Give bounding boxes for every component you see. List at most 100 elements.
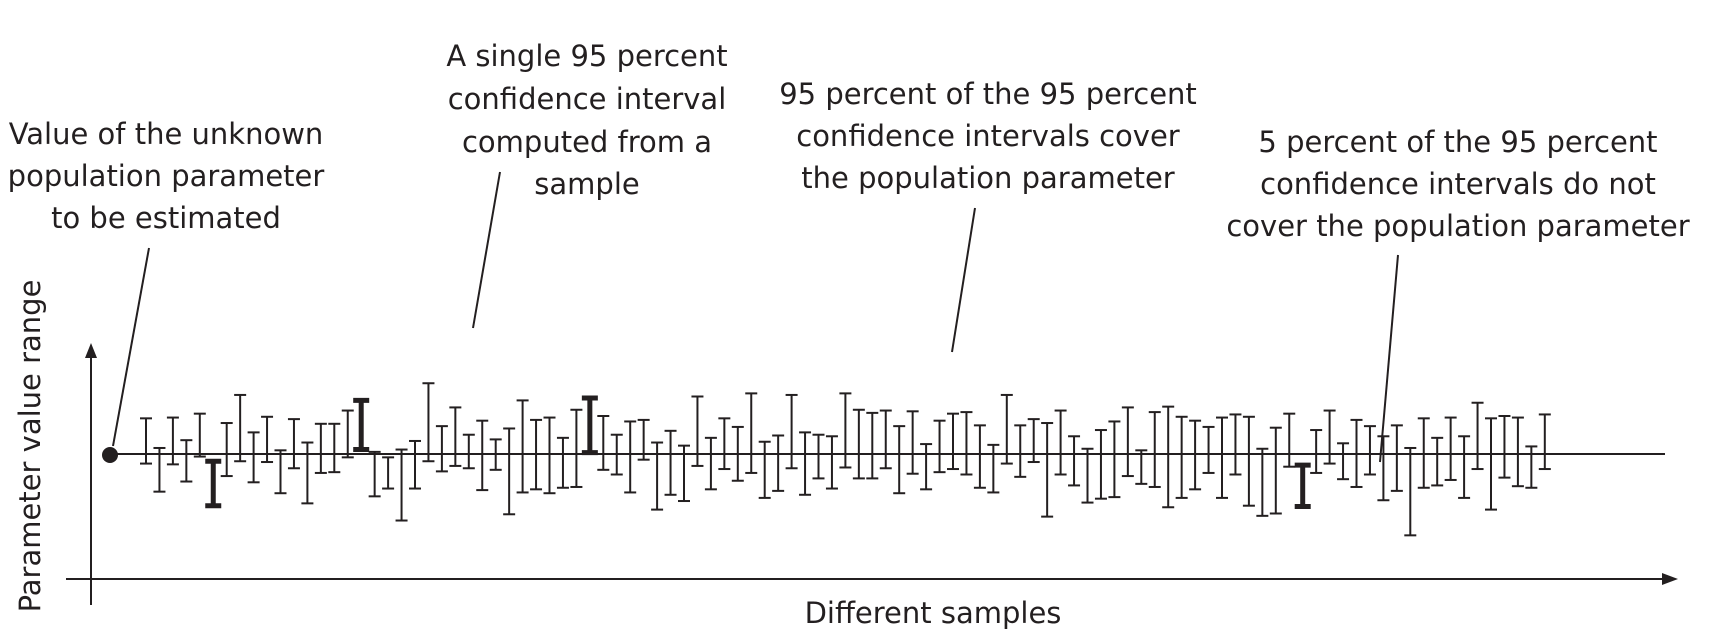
interval — [1363, 425, 1376, 476]
interval — [947, 412, 959, 471]
interval — [758, 440, 771, 499]
interval — [852, 408, 865, 480]
interval — [920, 443, 933, 491]
interval — [409, 439, 421, 490]
interval — [261, 415, 274, 464]
annotation-cover: 95 percent of the 95 percent confidence … — [779, 77, 1197, 195]
interval — [610, 433, 623, 476]
annotation-cover-line-3: the population parameter — [801, 161, 1175, 195]
interval — [1511, 416, 1524, 488]
interval — [1390, 424, 1403, 492]
interval — [1081, 447, 1094, 504]
interval — [1000, 393, 1013, 465]
interval — [1444, 416, 1457, 481]
axes — [66, 343, 1678, 605]
pointer-lines — [112, 171, 1399, 463]
y-axis-arrowhead — [85, 343, 97, 358]
interval — [1538, 413, 1551, 471]
interval — [220, 422, 233, 478]
interval — [825, 435, 838, 490]
interval-miss — [353, 397, 370, 453]
interval — [785, 393, 798, 470]
interval — [1417, 417, 1430, 489]
annotation-parameter-line-1: Value of the unknown — [9, 117, 324, 151]
interval — [274, 449, 287, 495]
interval — [570, 408, 583, 488]
annotation-not-cover-line-1: 5 percent of the 95 percent — [1258, 125, 1657, 159]
interval — [234, 393, 247, 463]
interval — [1323, 409, 1336, 465]
interval — [328, 422, 341, 474]
annotation-single-interval-line-3: computed from a — [462, 125, 712, 159]
y-axis-label: Parameter value range — [13, 280, 47, 613]
interval — [516, 399, 529, 494]
interval — [1175, 415, 1188, 499]
annotation-parameter: Value of the unknown population paramete… — [8, 117, 325, 235]
interval — [166, 416, 179, 466]
interval — [1148, 411, 1161, 488]
interval — [1108, 420, 1121, 499]
interval — [1014, 424, 1027, 478]
pointer-single-interval — [472, 171, 501, 329]
interval — [1525, 445, 1538, 489]
interval — [745, 392, 758, 474]
interval — [287, 418, 300, 470]
interval — [651, 441, 664, 511]
interval — [247, 431, 260, 484]
interval-series — [140, 382, 1551, 537]
annotation-not-cover: 5 percent of the 95 percent confidence i… — [1226, 125, 1689, 243]
interval — [489, 438, 502, 471]
x-axis-arrowhead — [1662, 573, 1678, 585]
interval — [960, 411, 973, 476]
interval — [1310, 429, 1323, 474]
interval — [140, 417, 152, 465]
interval — [812, 433, 825, 480]
interval — [503, 427, 516, 516]
interval — [866, 411, 879, 480]
interval — [1121, 406, 1134, 478]
annotation-cover-line-2: confidence intervals cover — [796, 119, 1180, 153]
annotation-cover-line-1: 95 percent of the 95 percent — [779, 77, 1197, 111]
pointer-not-cover — [1379, 254, 1399, 463]
annotation-single-interval: A single 95 percent confidence interval … — [446, 39, 727, 201]
interval — [1054, 409, 1067, 476]
interval — [1094, 429, 1107, 500]
interval — [678, 444, 690, 503]
interval — [906, 410, 919, 475]
interval — [973, 424, 986, 489]
interval — [341, 409, 354, 459]
interval — [704, 436, 717, 491]
interval — [1350, 418, 1363, 488]
interval — [1229, 413, 1242, 476]
pointer-cover — [951, 207, 976, 353]
interval — [1431, 436, 1444, 487]
interval — [435, 425, 448, 473]
interval — [180, 439, 193, 483]
interval — [1269, 426, 1282, 515]
interval — [1027, 418, 1040, 464]
interval — [1471, 401, 1484, 471]
interval — [933, 419, 946, 474]
interval — [556, 436, 569, 489]
interval — [893, 425, 906, 495]
interval — [1498, 415, 1511, 479]
interval — [1202, 425, 1215, 474]
interval — [1377, 435, 1390, 502]
interval — [1162, 405, 1175, 509]
interval — [543, 416, 556, 495]
interval — [193, 412, 206, 458]
interval — [1041, 422, 1054, 518]
annotation-parameter-line-2: population parameter — [8, 159, 325, 193]
interval — [772, 434, 785, 492]
interval — [839, 392, 852, 469]
pointer-parameter — [112, 247, 150, 447]
interval — [1404, 446, 1417, 537]
annotation-not-cover-line-3: cover the population parameter — [1226, 209, 1689, 243]
interval — [1242, 415, 1255, 507]
annotation-single-interval-line-1: A single 95 percent — [446, 39, 727, 73]
interval-miss — [581, 395, 598, 456]
interval-miss — [1294, 462, 1311, 509]
interval — [1458, 435, 1471, 499]
interval — [422, 382, 435, 463]
interval-miss — [205, 458, 222, 509]
